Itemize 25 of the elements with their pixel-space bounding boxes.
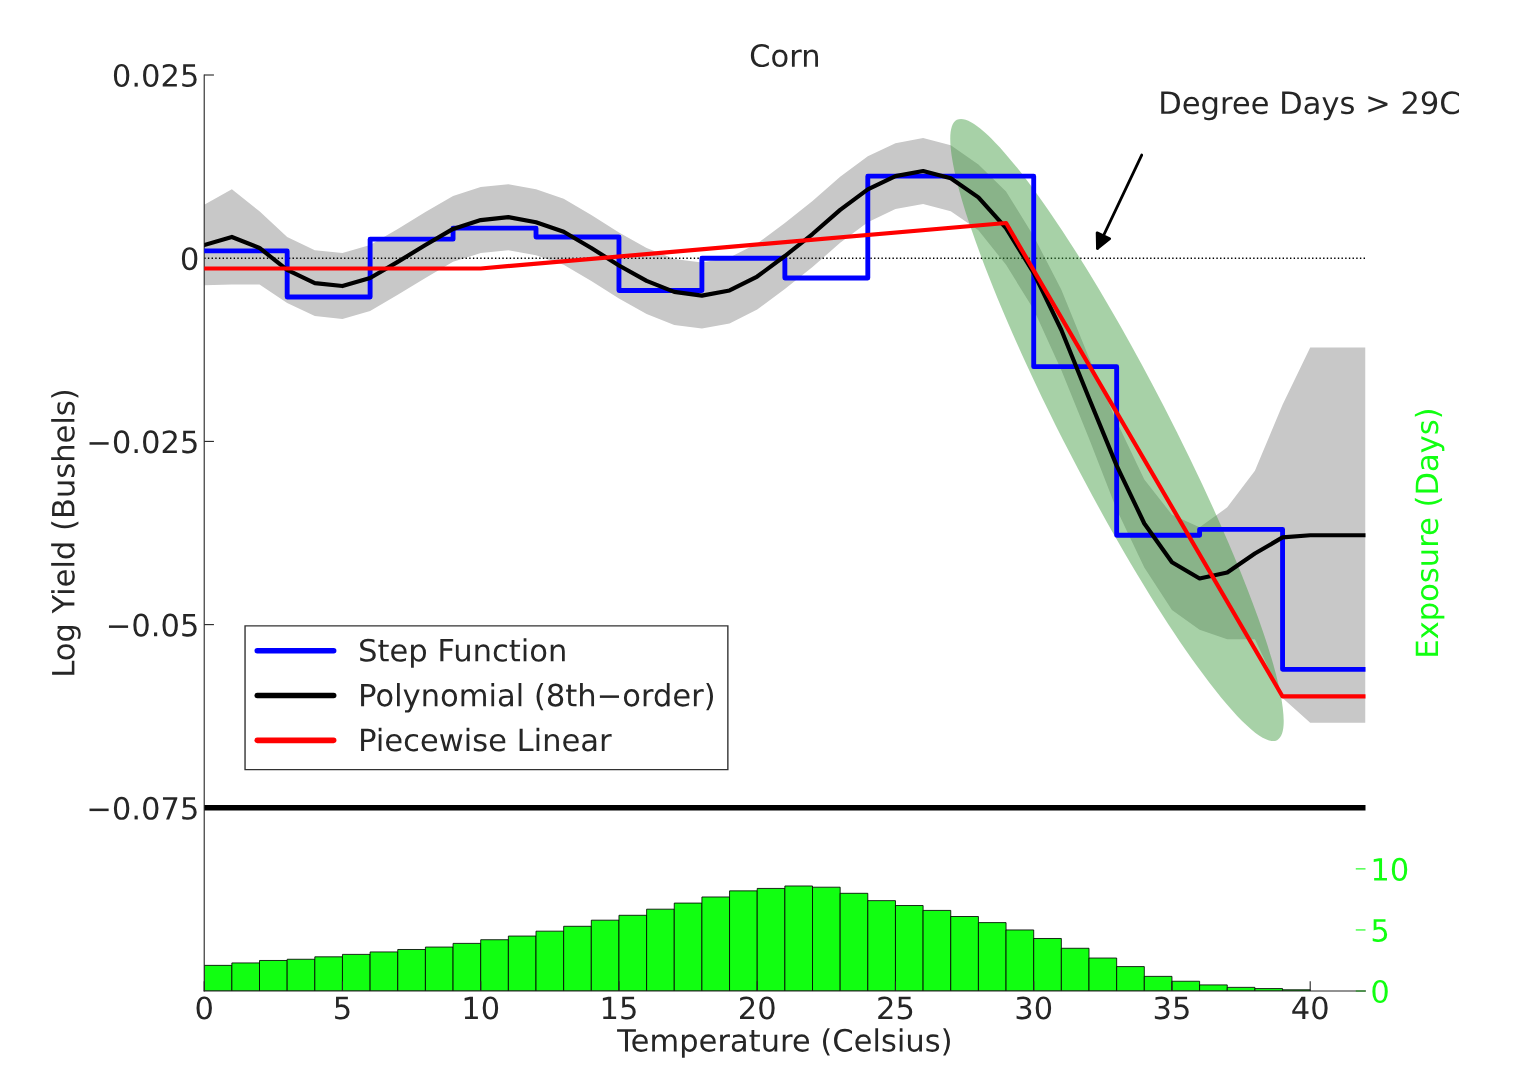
- y-tick-label: −0.025: [89, 430, 197, 454]
- y-tick-label: 0: [181, 247, 198, 271]
- x-tick-label: 10: [464, 996, 499, 1020]
- x-tick-label: 35: [1154, 996, 1189, 1020]
- x-tick-label: 15: [602, 996, 636, 1020]
- annotation: Degree Days > 29C: [1161, 91, 1459, 121]
- y-tick-label: −0.05: [108, 613, 197, 637]
- chart-title: Corn: [750, 43, 818, 68]
- legend-label: Step Function: [360, 638, 565, 668]
- x-tick-label: 30: [1016, 996, 1052, 1020]
- y2-tick-label: 5: [1372, 919, 1388, 942]
- y2-tick-label: 0: [1372, 979, 1388, 1004]
- y-tick-label: 0.025: [113, 63, 197, 88]
- x-axis-title: Temperature (Celsius): [617, 1028, 950, 1058]
- legend-label: Piecewise Linear: [361, 727, 612, 752]
- x-tick-label: 0: [196, 996, 212, 1020]
- x-tick-label: 20: [740, 996, 775, 1020]
- y2-tick-label: 10: [1373, 857, 1408, 881]
- legend-label: Polynomial (8th−order): [361, 682, 714, 713]
- x-tick-label: 40: [1292, 996, 1328, 1020]
- x-tick-label: 5: [335, 996, 350, 1020]
- y2-axis-title: Exposure (Days): [1414, 410, 1445, 656]
- y-tick-label: −0.075: [89, 796, 197, 820]
- x-tick-label: 25: [878, 996, 913, 1020]
- y-axis-title: Log Yield (Bushels): [51, 390, 81, 675]
